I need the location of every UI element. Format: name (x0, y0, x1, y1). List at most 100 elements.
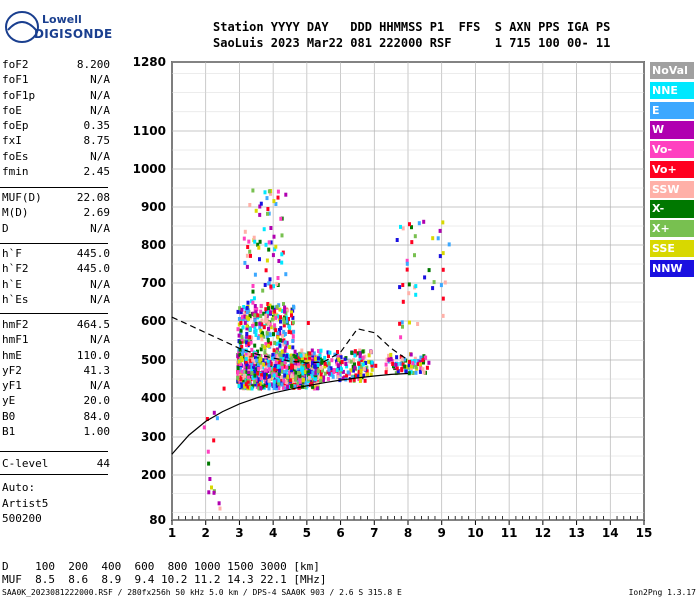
echo-point (256, 242, 260, 247)
echo-point (399, 355, 403, 359)
echo-point (265, 258, 269, 263)
echo-point (269, 373, 273, 378)
echo-point (275, 347, 279, 352)
echo-point (275, 281, 279, 286)
echo-point (288, 383, 292, 388)
echo-point (304, 353, 308, 358)
echo-point (272, 348, 276, 353)
echo-point (240, 315, 244, 320)
echo-point (268, 277, 272, 282)
echo-point (288, 345, 292, 350)
legend-item: NoVal (650, 62, 694, 80)
echo-point (312, 351, 316, 356)
echo-point (265, 196, 269, 201)
echo-point (353, 365, 357, 370)
echo-point (263, 283, 267, 287)
echo-point (413, 234, 417, 239)
echo-point (274, 315, 278, 320)
separator-5 (0, 474, 108, 475)
echo-point (275, 304, 279, 309)
echo-point (279, 319, 282, 324)
trace-point (273, 309, 277, 314)
echo-point (308, 355, 312, 360)
trace-point (421, 358, 425, 363)
echo-point (407, 282, 411, 287)
echo-point (245, 334, 249, 339)
echo-point (410, 225, 413, 230)
echo-point (282, 317, 286, 322)
echo-point (269, 382, 273, 387)
echo-point (251, 375, 255, 380)
echo-point (252, 296, 256, 301)
echo-point (301, 366, 304, 371)
echo-point (274, 341, 278, 346)
echo-point (276, 354, 280, 359)
echo-point (312, 358, 316, 363)
param-label: foF2 (2, 58, 29, 71)
echo-point (297, 352, 301, 357)
echo-point (280, 382, 284, 387)
trace-point (290, 313, 293, 318)
echo-point (264, 317, 268, 322)
param-row: yF2 41.3 (2, 364, 110, 379)
echo-point (282, 320, 286, 325)
echo-point (384, 362, 388, 367)
echo-point (407, 291, 411, 296)
echo-point (264, 313, 268, 318)
param-label: foF1p (2, 88, 36, 102)
echo-point (254, 328, 258, 333)
echo-point (264, 307, 268, 312)
trace-point (391, 361, 395, 366)
param-label: h`F (2, 247, 22, 260)
y-tick-label: 400 (141, 391, 166, 405)
echo-point (293, 349, 297, 354)
echo-point (277, 259, 281, 263)
echo-point (300, 358, 304, 363)
echo-point (290, 384, 294, 388)
param-row: M(D) 2.69 (2, 206, 110, 221)
echo-point (276, 330, 280, 335)
trace-point (239, 321, 243, 325)
echo-point (352, 377, 356, 382)
echo-point (339, 355, 343, 360)
echo-point (281, 357, 285, 362)
echo-point (280, 260, 284, 265)
echo-point (367, 353, 371, 358)
echo-point (240, 307, 244, 312)
echo-point (267, 247, 271, 252)
echo-point (259, 334, 263, 339)
echo-point (280, 362, 284, 367)
param-value: 8.75 (83, 134, 111, 148)
auto-line3: 500200 (2, 512, 42, 525)
echo-point (283, 309, 286, 314)
echo-point (385, 367, 389, 372)
echo-point (438, 254, 442, 259)
autoscaling-info: Auto: Artist5 500200 (2, 480, 48, 527)
echo-point (262, 375, 266, 380)
echo-point (238, 306, 242, 311)
echo-point (278, 331, 282, 336)
echo-point (257, 363, 260, 367)
echo-point (419, 355, 423, 360)
polarization-legend: NoVal NNE E W Vo- Vo+ SSW X- X+ SSE NNW (650, 62, 694, 280)
param-row: h`E N/A (2, 278, 110, 293)
echo-point (333, 352, 337, 357)
echo-point (278, 360, 282, 365)
echo-point (413, 253, 416, 258)
echo-point (260, 343, 264, 348)
echo-point (267, 363, 271, 368)
echo-point (279, 353, 283, 358)
echo-point (399, 335, 403, 340)
trace-point (273, 367, 277, 372)
trace-point (306, 321, 310, 325)
param-row: foEs N/A (2, 150, 110, 165)
echo-point (297, 364, 301, 368)
echo-point (261, 358, 265, 363)
echo-point (341, 376, 345, 381)
echo-point (245, 264, 249, 269)
echo-point (354, 373, 358, 378)
echo-point (269, 191, 273, 196)
echo-point (241, 348, 245, 353)
echo-point (272, 199, 276, 204)
